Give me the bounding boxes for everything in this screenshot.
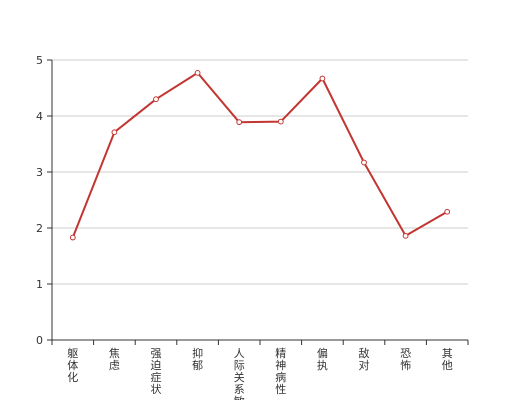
grid-lines (52, 59, 468, 285)
data-point (111, 129, 118, 136)
data-point (153, 96, 159, 103)
data-point (444, 208, 451, 215)
x-category-label: 抑郁 (192, 346, 203, 372)
x-category-label: 强迫症状 (151, 347, 162, 396)
x-category-label: 恐怖 (400, 347, 411, 372)
y-tick-label: 2 (36, 222, 43, 235)
x-category-label: 焦虑 (109, 347, 120, 372)
data-point (69, 234, 76, 241)
x-axis-labels: 躯体化 焦虑 强迫症状 抑郁 人际关系敏感 精神病性 偏执 敌对 恐怖 其他 (67, 346, 452, 400)
y-tick-label: 3 (36, 166, 43, 179)
y-axis-ticks: 0 1 2 3 4 5 (36, 54, 52, 347)
x-category-label: 人际关系敏感 (234, 347, 245, 400)
y-tick-label: 4 (36, 110, 43, 123)
x-category-label: 躯体化 (67, 347, 78, 384)
y-tick-label: 0 (36, 334, 43, 347)
data-point (194, 69, 201, 76)
x-category-label: 其他 (442, 347, 453, 372)
series-line (71, 71, 448, 238)
x-category-label: 偏执 (317, 346, 328, 372)
data-point (277, 118, 284, 125)
data-point (402, 232, 409, 239)
y-tick-label: 5 (36, 54, 43, 67)
data-point (319, 75, 326, 82)
data-point (361, 159, 367, 166)
y-tick-label: 1 (36, 278, 43, 291)
x-axis-ticks (51, 340, 469, 345)
x-category-label: 精神病性 (275, 347, 286, 396)
x-category-label: 敌对 (359, 346, 370, 372)
data-points (69, 69, 451, 241)
data-point (236, 119, 243, 126)
